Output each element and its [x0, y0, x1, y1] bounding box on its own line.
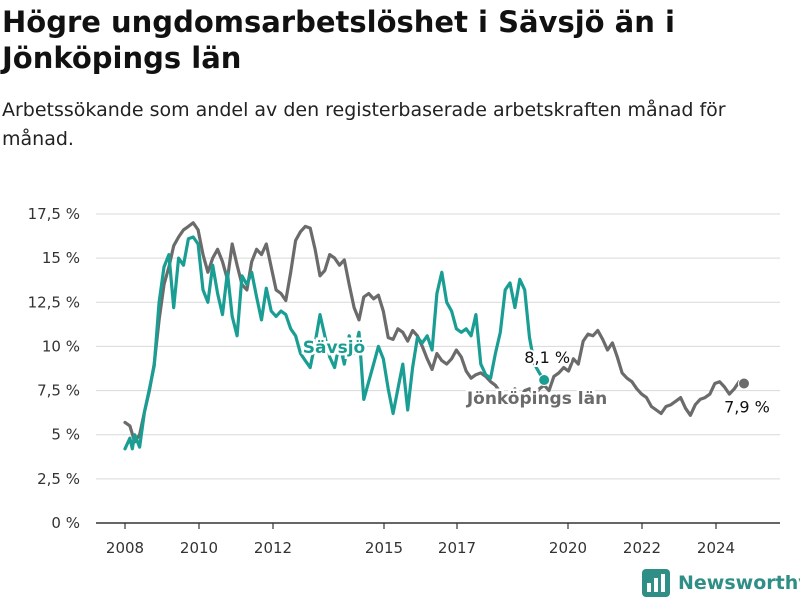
brand-name: Newsworthy [678, 572, 800, 594]
series-name-label-jonkoping: Jönköpings län [466, 389, 607, 409]
page-title: Högre ungdomsarbetslöshet i Sävsjö än i … [2, 5, 675, 75]
y-tick-label: 12,5 % [28, 293, 80, 311]
chart-annotations: 7,9 % 8,1 % Sävsjö Jönköpings län [300, 336, 772, 419]
series-end-label-jonkoping: 7,9 % [724, 398, 770, 417]
brand-logo: Newsworthy [642, 568, 800, 598]
x-tick-label: 2024 [697, 539, 735, 557]
x-tick-label: 2012 [254, 539, 292, 557]
series-end-point-savsjo [538, 373, 551, 386]
y-tick-label: 17,5 % [28, 205, 80, 223]
chart-series [123, 221, 750, 451]
y-tick-label: 2,5 % [37, 470, 80, 488]
y-tick-label: 7,5 % [37, 382, 80, 400]
series-line-savsjo [123, 235, 546, 451]
x-tick-label: 2010 [180, 539, 218, 557]
y-axis-tick-labels: 0 % 2,5 % 5 % 7,5 % 10 % 12,5 % 15 % 17,5 % [28, 205, 80, 532]
chart-gridlines [96, 213, 780, 524]
y-tick-label: 10 % [42, 337, 80, 355]
y-tick-label: 15 % [42, 249, 80, 267]
series-end-label-savsjo: 8,1 % [524, 348, 570, 367]
x-axis: 2008 2010 2012 2015 2017 2020 2022 2024 [106, 523, 735, 557]
x-tick-label: 2022 [623, 539, 661, 557]
x-tick-label: 2020 [549, 539, 587, 557]
series-end-point-jonkoping [738, 377, 750, 390]
y-tick-label: 0 % [51, 514, 80, 532]
x-tick-label: 2008 [106, 539, 144, 557]
x-tick-label: 2015 [365, 539, 403, 557]
series-name-label-savsjo: Sävsjö [303, 338, 365, 358]
bar-chart-logo-icon [642, 569, 670, 597]
page-subtitle: Arbetssökande som andel av den registerb… [2, 99, 726, 150]
y-tick-label: 5 % [51, 426, 80, 444]
x-tick-label: 2017 [438, 539, 476, 557]
